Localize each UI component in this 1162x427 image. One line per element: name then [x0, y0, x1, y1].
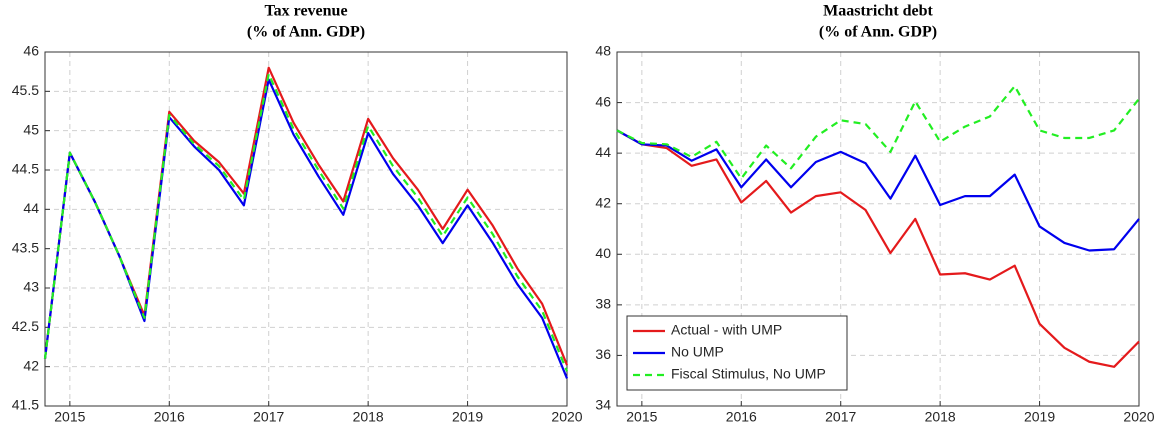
- plot-frame: [616, 51, 1140, 407]
- plot-frame: [44, 51, 568, 407]
- series-line: [616, 129, 1140, 368]
- series-line: [43, 66, 569, 366]
- x-tick-label: 2015: [626, 409, 657, 425]
- x-tick-label: 2016: [154, 409, 185, 425]
- x-tick-label: 2018: [353, 409, 384, 425]
- y-tick-label: 36: [595, 346, 611, 362]
- y-tick-label: 44.5: [12, 161, 39, 177]
- y-tick-label: 41.5: [12, 397, 39, 413]
- series-line: [43, 72, 569, 372]
- x-tick-label: 2020: [551, 409, 582, 425]
- x-tick-label: 2018: [925, 409, 956, 425]
- chart-title: Tax revenue: [264, 3, 347, 20]
- x-tick-label: 2016: [726, 409, 757, 425]
- chart-title: Maastricht debt: [823, 3, 933, 20]
- series-line: [43, 78, 569, 379]
- series-line: [616, 85, 1140, 180]
- y-tick-label: 44: [595, 144, 611, 160]
- y-tick-label: 43.5: [12, 239, 39, 255]
- legend-label: No UMP: [671, 344, 724, 360]
- x-tick-label: 2019: [452, 409, 483, 425]
- y-tick-label: 48: [595, 43, 611, 59]
- y-tick-label: 43: [23, 279, 39, 295]
- chart-subtitle: (% of Ann. GDP): [247, 24, 365, 41]
- y-tick-label: 44: [23, 200, 39, 216]
- y-tick-label: 45: [23, 121, 39, 137]
- x-tick-label: 2017: [825, 409, 856, 425]
- y-tick-label: 42.5: [12, 318, 39, 334]
- y-tick-label: 40: [595, 245, 611, 261]
- x-tick-label: 2015: [54, 409, 85, 425]
- legend-label: Actual - with UMP: [671, 322, 782, 338]
- y-tick-label: 34: [595, 397, 611, 413]
- x-tick-label: 2019: [1024, 409, 1055, 425]
- y-tick-label: 38: [595, 296, 611, 312]
- y-tick-label: 46: [23, 43, 39, 59]
- y-tick-label: 42: [23, 357, 39, 373]
- y-tick-label: 42: [595, 194, 611, 210]
- y-tick-label: 46: [595, 93, 611, 109]
- chart-subtitle: (% of Ann. GDP): [819, 24, 937, 41]
- series-line: [616, 129, 1140, 252]
- x-tick-label: 2020: [1123, 409, 1154, 425]
- x-tick-label: 2017: [253, 409, 284, 425]
- y-tick-label: 45.5: [12, 82, 39, 98]
- legend-label: Fiscal Stimulus, No UMP: [671, 366, 826, 382]
